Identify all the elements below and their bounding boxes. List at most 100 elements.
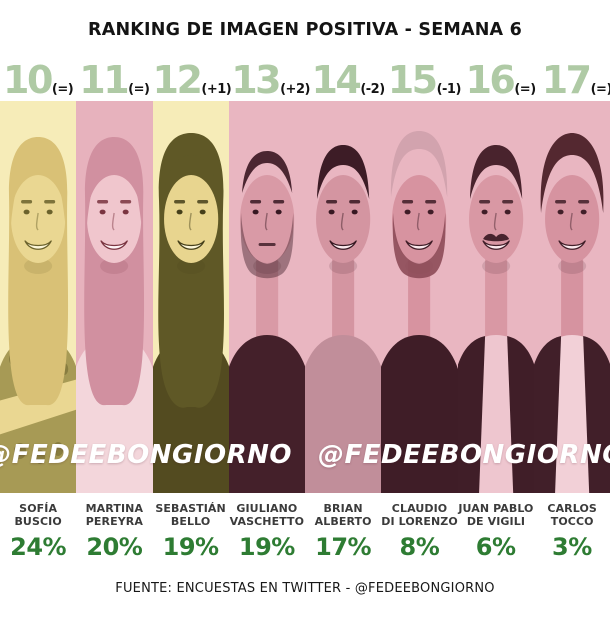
rank-cell: 10 (=) <box>0 50 76 103</box>
name-line1: CARLOS <box>547 501 597 515</box>
name-line1: SEBASTIÁN <box>155 501 226 515</box>
rank-row: 10 (=) 11 (=) 12 (+1) 13 (+2) 14 (-2) 15… <box>0 50 610 103</box>
eyebrows <box>478 200 513 204</box>
name-line2: PEREYRA <box>85 515 143 528</box>
nose <box>35 212 39 231</box>
mouth-smile <box>329 240 357 250</box>
neck-shadow <box>329 258 358 274</box>
neck-shadow <box>100 258 129 274</box>
mouth-smile <box>176 240 205 250</box>
mouth-smile <box>24 240 52 250</box>
eyebrows <box>21 200 56 204</box>
face <box>239 175 294 263</box>
positive-image-percent: 24% <box>10 533 67 561</box>
portrait-photo <box>76 101 153 493</box>
rank-cell: 12 (+1) <box>152 50 232 103</box>
mustache <box>482 233 509 242</box>
rank-change-badge: (=) <box>51 82 74 97</box>
rank-cell: 13 (+2) <box>231 50 310 99</box>
portrait-illustration <box>381 131 458 493</box>
rank-change-badge: (+2) <box>280 82 310 97</box>
name-line1: BRIAN <box>323 501 363 515</box>
mouth-smile <box>405 240 434 250</box>
name-line2: ALBERTO <box>314 515 372 528</box>
hair-top-buzz <box>241 151 292 193</box>
portrait-illustration <box>457 145 534 493</box>
name-row: SOFÍA BUSCIO MARTINA PEREYRA SEBASTIÁN B… <box>0 500 610 530</box>
name-line1: JUAN PABLO <box>458 501 534 515</box>
rank-number: 10 <box>3 58 53 103</box>
positive-image-percent: 17% <box>315 533 372 561</box>
eyes <box>99 209 129 215</box>
beard <box>240 213 294 279</box>
name-line1: MARTINA <box>85 501 144 515</box>
torso <box>228 335 305 493</box>
name-line2: VASCHETTO <box>229 515 305 528</box>
rank-number: 11 <box>79 58 129 103</box>
hair-top-curly <box>540 133 604 213</box>
hair-top <box>86 141 143 223</box>
person-name: GIULIANO VASCHETTO <box>229 500 305 530</box>
eyes <box>404 209 434 215</box>
name-line1: GIULIANO <box>236 501 298 515</box>
person-name: SOFÍA BUSCIO <box>0 500 76 530</box>
neck-shadow <box>176 258 205 274</box>
eyebrows <box>554 200 589 204</box>
person-name: CLAUDIO DI LORENZO <box>381 500 458 530</box>
rank-number: 12 <box>152 58 203 103</box>
portrait-illustration <box>0 137 77 493</box>
rank-change-badge: (+1) <box>201 82 232 97</box>
jacket-left <box>533 336 561 493</box>
beard <box>392 213 446 279</box>
positive-image-percent: 19% <box>238 533 295 561</box>
neck <box>560 251 583 343</box>
eyebrows <box>97 200 132 204</box>
name-line2: DE VIGILI <box>466 515 526 528</box>
neck <box>255 251 278 343</box>
hair-top-pomp <box>391 131 448 197</box>
eyes <box>23 209 53 215</box>
neck-shadow <box>481 258 510 274</box>
mouth-neutral <box>258 243 276 246</box>
eyes <box>176 209 206 215</box>
jacket-right <box>582 336 610 493</box>
portrait-illustration <box>152 133 229 493</box>
percent-row: 24% 20% 19% 19% 17% 8% 6% 3% <box>0 529 610 565</box>
portrait-photo <box>533 101 610 493</box>
name-line2: BUSCIO <box>14 515 62 528</box>
mouth-smile <box>481 240 510 250</box>
portrait-illustration <box>76 137 153 493</box>
portrait-illustration <box>533 133 610 493</box>
rank-cell: 17 (=) <box>539 50 610 99</box>
name-line1: CLAUDIO <box>391 501 448 515</box>
rank-cell: 16 (=) <box>462 50 538 103</box>
rank-number: 16 <box>465 58 515 103</box>
mouth-smile <box>558 240 586 250</box>
rank-change-badge: (=) <box>128 82 150 97</box>
mouth-smile <box>100 240 129 250</box>
page-title: RANKING DE IMAGEN POSITIVA - SEMANA 6 <box>88 20 522 40</box>
name-line2: BELLO <box>170 515 211 528</box>
portrait-photo <box>0 101 77 493</box>
person-name: BRIAN ALBERTO <box>305 500 381 530</box>
nose <box>264 212 268 231</box>
nose <box>493 212 497 231</box>
nose <box>417 212 421 231</box>
portrait-photo <box>152 101 229 493</box>
positive-image-percent: 19% <box>162 533 219 561</box>
rank-number: 15 <box>387 58 438 103</box>
neck-shadow <box>557 258 586 274</box>
rank-change-badge: (=) <box>514 82 536 97</box>
portrait-photo <box>305 101 382 493</box>
rank-cell: 14 (-2) <box>310 50 386 99</box>
portrait-photo <box>457 101 534 493</box>
person-name: CARLOS TOCCO <box>534 500 610 530</box>
neck-shadow <box>24 258 53 274</box>
eyebrows <box>173 200 208 204</box>
eyebrows <box>326 200 361 204</box>
eyebrows <box>249 200 284 204</box>
rank-change-badge: (-1) <box>436 82 462 97</box>
person-name: SEBASTIÁN BELLO <box>153 500 229 530</box>
eyes <box>557 209 587 215</box>
source-footer: FUENTE: ENCUESTAS EN TWITTER - @FEDEEBON… <box>115 581 495 596</box>
